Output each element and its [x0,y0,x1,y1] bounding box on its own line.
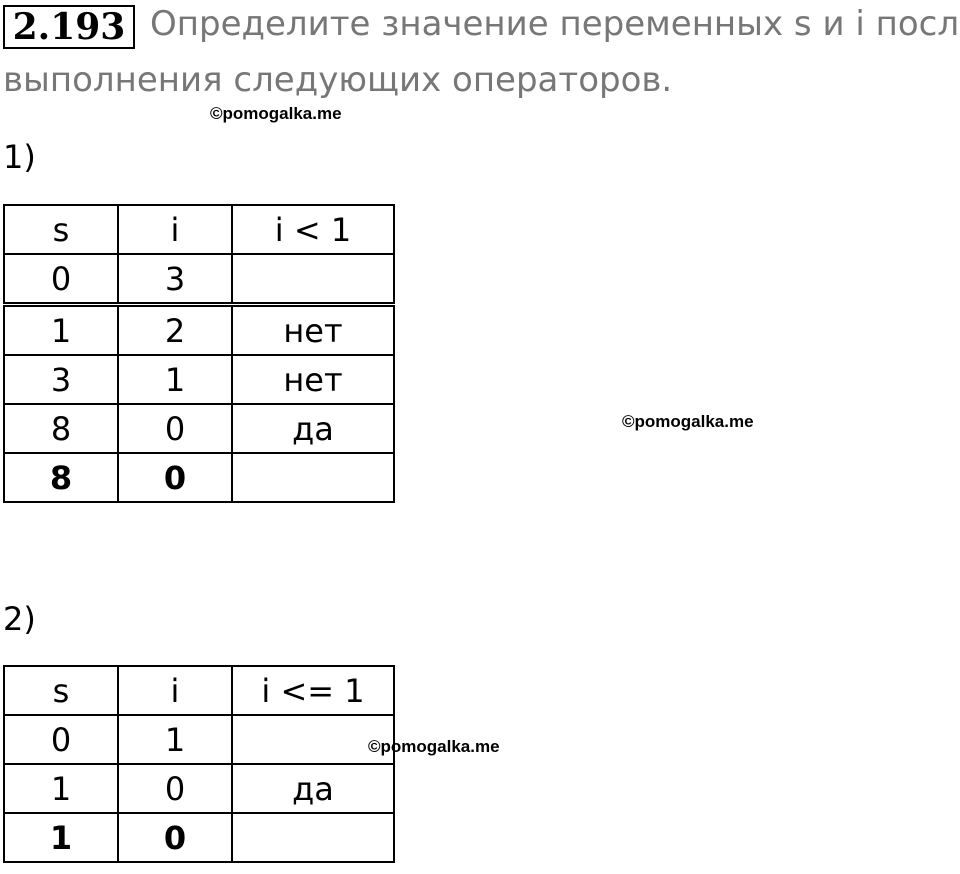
header-cell: i [117,204,233,255]
cell: да [231,763,395,814]
cell: нет [231,354,395,405]
watermark: ©pomogalka.me [368,737,500,756]
table-row: 3 1 нет [3,354,395,405]
watermark: ©pomogalka.me [622,412,754,431]
header-cell: i <= 1 [231,665,395,716]
cell: 1 [3,763,119,814]
header-cell: s [3,204,119,255]
cell: 0 [3,714,119,765]
cell [231,812,395,863]
cell: 1 [117,354,233,405]
header-cell: s [3,665,119,716]
cell: 1 [3,302,119,356]
table-row: 8 0 да [3,403,395,454]
table-header-row: s i i <= 1 [3,665,395,716]
part1-label: 1) [3,138,36,176]
cell: да [231,403,395,454]
watermark: ©pomogalka.me [210,104,342,123]
cell: 0 [117,403,233,454]
cell: 0 [117,763,233,814]
cell: нет [231,302,395,356]
cell: 3 [3,354,119,405]
cell [231,714,395,765]
cell: 8 [3,403,119,454]
table-header-row: s i i < 1 [3,204,395,255]
problem-text-line1: Определите значение переменных s и i пос… [150,4,960,44]
header-cell: i < 1 [231,204,395,255]
cell: 2 [117,302,233,356]
part2-label: 2) [3,600,36,638]
cell: 8 [3,452,119,503]
cell: 1 [117,714,233,765]
table-row: 1 2 нет [3,302,395,356]
problem-text-line2: выполнения следующих операторов. [3,60,673,100]
cell: 0 [3,253,119,306]
cell: 0 [117,452,233,503]
cell: 3 [117,253,233,306]
cell: 1 [3,812,119,863]
cell [231,253,395,306]
table-row: 1 0 да [3,763,395,814]
cell: 0 [117,812,233,863]
cell [231,452,395,503]
problem-number: 2.193 [3,5,135,49]
header-cell: i [117,665,233,716]
